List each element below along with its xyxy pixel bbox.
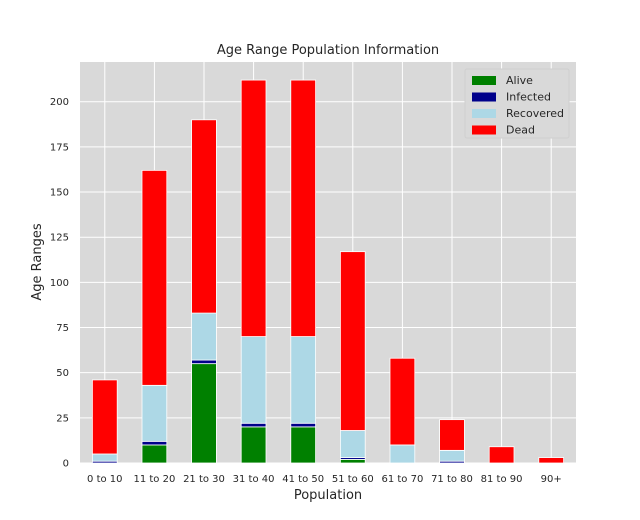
x-tick-label: 71 to 80 (431, 474, 473, 485)
y-tick-label: 175 (50, 142, 69, 153)
bar-dead-8 (488, 446, 515, 464)
bar-dead-1 (141, 169, 168, 386)
legend-label-infected: Infected (506, 91, 551, 104)
legend-label-alive: Alive (506, 74, 533, 87)
bar-recovered-0 (92, 453, 118, 462)
bar-alive-5 (339, 458, 366, 464)
bar-infected-4 (290, 422, 316, 428)
bar-recovered-1 (141, 384, 168, 442)
y-tick-label: 125 (50, 233, 69, 244)
bar-alive-4 (290, 426, 316, 464)
bar-infected-1 (141, 440, 168, 446)
x-tick-label: 0 to 10 (87, 474, 122, 485)
legend-swatch-recovered (472, 109, 496, 118)
y-tick-label: 0 (63, 459, 69, 470)
x-tick-label: 31 to 40 (233, 474, 275, 485)
bar-dead-9 (538, 457, 564, 464)
chart-title: Age Range Population Information (217, 43, 439, 58)
bar-dead-4 (290, 79, 316, 337)
bar-recovered-5 (339, 430, 366, 458)
bar-alive-1 (141, 444, 168, 464)
bar-alive-3 (240, 426, 267, 464)
legend-label-recovered: Recovered (506, 107, 564, 120)
x-tick-label: 41 to 50 (282, 474, 324, 485)
legend-label-dead: Dead (506, 124, 535, 137)
bar-dead-5 (339, 251, 366, 431)
bar-recovered-3 (240, 336, 267, 424)
x-tick-label: 81 to 90 (481, 474, 523, 485)
x-tick-label: 21 to 30 (183, 474, 225, 485)
bar-infected-2 (191, 359, 217, 365)
y-tick-label: 100 (50, 278, 69, 289)
bar-dead-2 (191, 119, 217, 314)
bar-recovered-7 (439, 449, 465, 462)
x-tick-label: 11 to 20 (133, 474, 175, 485)
bar-dead-6 (389, 357, 416, 446)
legend-swatch-alive (472, 76, 496, 85)
legend-box (464, 68, 570, 139)
legend: Alive Infected Recovered Dead (464, 68, 570, 139)
x-ticks: 0 to 10 11 to 20 21 to 30 31 to 40 41 to 50 5… (87, 474, 562, 485)
x-tick-label: 61 to 70 (381, 474, 423, 485)
bar-recovered-6 (389, 444, 416, 464)
bar-infected-3 (240, 422, 267, 428)
bar-dead-3 (240, 79, 267, 337)
y-tick-label: 75 (56, 323, 69, 334)
legend-swatch-dead (472, 125, 496, 135)
bars (92, 79, 564, 464)
y-axis-label: Age Ranges (30, 223, 45, 300)
bar-alive-2 (191, 363, 217, 464)
bar-recovered-2 (191, 312, 217, 361)
y-tick-label: 150 (50, 188, 69, 199)
y-ticks: 0 25 50 75 100 125 150 175 200 (50, 97, 69, 469)
y-tick-label: 200 (50, 97, 69, 108)
y-tick-label: 50 (56, 368, 69, 379)
bar-dead-0 (92, 379, 118, 455)
bar-dead-7 (439, 419, 465, 451)
x-axis-label: Population (294, 488, 362, 503)
y-tick-label: 25 (56, 413, 69, 424)
x-tick-label: 90+ (541, 474, 562, 485)
x-tick-label: 51 to 60 (332, 474, 374, 485)
legend-swatch-infected (472, 92, 496, 102)
bar-recovered-4 (290, 336, 316, 424)
